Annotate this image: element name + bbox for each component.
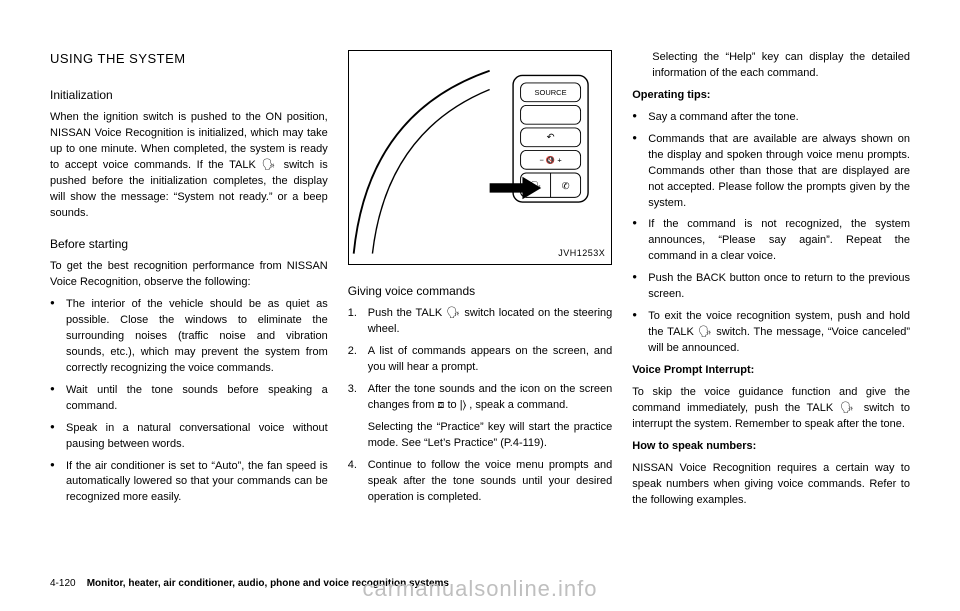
svg-text:− 🔇 +: − 🔇 + <box>539 156 562 165</box>
column-1: USING THE SYSTEM Initialization When the… <box>50 50 328 560</box>
voice-prompt-interrupt-text: To skip the voice guidance function and … <box>632 385 910 433</box>
heading-using-the-system: USING THE SYSTEM <box>50 50 328 69</box>
commands-steps-cont: 4. Continue to follow the voice menu pro… <box>348 458 613 512</box>
list-item: Say a command after the tone. <box>632 110 910 126</box>
list-item: If the air conditioner is set to “Auto”,… <box>50 459 328 507</box>
step-number: 3. <box>348 382 357 398</box>
help-key-note: Selecting the “Help” key can display the… <box>632 50 910 82</box>
svg-text:✆: ✆ <box>561 181 569 191</box>
list-item: If the command is not recognized, the sy… <box>632 217 910 265</box>
svg-text:↶: ↶ <box>546 132 554 142</box>
list-item: Speak in a natural conversational voice … <box>50 421 328 453</box>
step-number: 4. <box>348 458 357 474</box>
list-item: 4. Continue to follow the voice menu pro… <box>348 458 613 506</box>
list-item: 3. After the tone sounds and the icon on… <box>348 382 613 414</box>
column-3: Selecting the “Help” key can display the… <box>632 50 910 560</box>
step-number: 2. <box>348 344 357 360</box>
section-title: Monitor, heater, air conditioner, audio,… <box>87 578 449 589</box>
step-number: 1. <box>348 306 357 322</box>
operating-tips-list: Say a command after the tone. Commands t… <box>632 110 910 363</box>
list-item: Wait until the tone sounds before speaki… <box>50 383 328 415</box>
subhead-before-starting: Before starting <box>50 236 328 253</box>
operating-tips-heading: Operating tips: <box>632 88 910 104</box>
list-item: To exit the voice recognition system, pu… <box>632 309 910 357</box>
page-content: USING THE SYSTEM Initialization When the… <box>50 50 910 560</box>
list-item: 1. Push the TALK 🗣 switch located on the… <box>348 306 613 338</box>
before-starting-list: The interior of the vehicle should be as… <box>50 297 328 512</box>
steering-wheel-illustration: SOURCE ↶ − 🔇 + 🗣 ✆ JVH1253X <box>348 50 613 265</box>
illustration-svg: SOURCE ↶ − 🔇 + 🗣 ✆ <box>349 51 612 264</box>
column-2: SOURCE ↶ − 🔇 + 🗣 ✆ JVH1253X Giving voice… <box>348 50 613 560</box>
list-item: 2. A list of commands appears on the scr… <box>348 344 613 376</box>
list-item: Push the BACK button once to return to t… <box>632 271 910 303</box>
illustration-code: JVH1253X <box>558 247 605 260</box>
how-to-speak-numbers-heading: How to speak numbers: <box>632 439 910 455</box>
voice-prompt-interrupt-heading: Voice Prompt Interrupt: <box>632 363 910 379</box>
step-text: Push the TALK 🗣 switch located on the st… <box>368 307 613 335</box>
subhead-initialization: Initialization <box>50 87 328 104</box>
svg-text:SOURCE: SOURCE <box>534 88 566 97</box>
how-to-speak-numbers-text: NISSAN Voice Recognition requires a cert… <box>632 461 910 509</box>
para-before-starting-intro: To get the best recognition performance … <box>50 259 328 291</box>
step-text: Continue to follow the voice menu prompt… <box>368 459 613 503</box>
page-number: 4-120 <box>50 578 76 589</box>
page-footer: 4-120 Monitor, heater, air conditioner, … <box>50 577 449 592</box>
list-item: Commands that are available are always s… <box>632 132 910 212</box>
step-text: After the tone sounds and the icon on th… <box>368 383 613 411</box>
list-item: The interior of the vehicle should be as… <box>50 297 328 377</box>
commands-steps: 1. Push the TALK 🗣 switch located on the… <box>348 306 613 420</box>
subhead-giving-voice-commands: Giving voice commands <box>348 283 613 300</box>
para-initialization: When the ignition switch is pushed to th… <box>50 110 328 222</box>
step-text: A list of commands appears on the screen… <box>368 345 613 373</box>
practice-note: Selecting the “Practice” key will start … <box>348 420 613 452</box>
